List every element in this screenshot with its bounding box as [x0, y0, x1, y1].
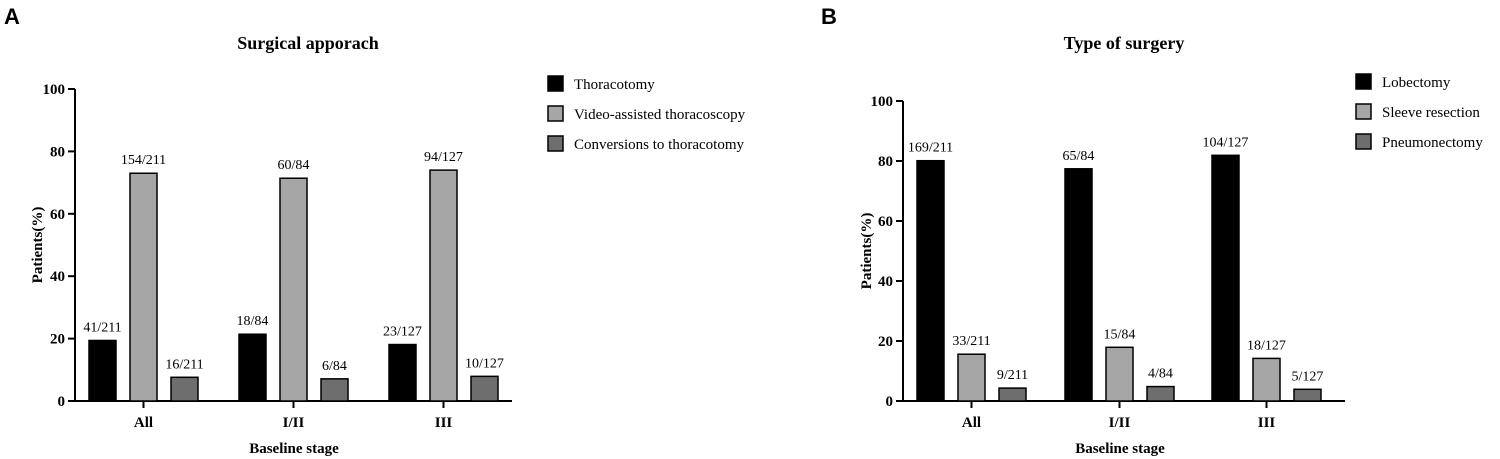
data-label: 10/127	[465, 356, 504, 371]
bar	[1146, 385, 1175, 402]
bar	[320, 378, 349, 402]
bar	[1064, 168, 1093, 402]
x-tick-label: III	[1258, 415, 1276, 431]
data-label: 6/84	[322, 359, 347, 374]
x-axis-title: Baseline stage	[1075, 441, 1165, 457]
y-tick-label: 0	[886, 394, 894, 410]
bar	[129, 172, 158, 402]
y-tick-label: 80	[878, 154, 893, 170]
chart-panel-b: B Type of surgery 0 20 40 60 80 100 169/211 33/21…	[821, 4, 1483, 457]
data-label: 9/211	[997, 368, 1028, 383]
data-label: 5/127	[1292, 369, 1324, 384]
bar	[170, 376, 199, 402]
y-tick-label: 40	[50, 269, 65, 285]
data-label: 4/84	[1148, 367, 1173, 382]
chart-title: Type of surgery	[1064, 33, 1185, 53]
x-tick-label: All	[962, 415, 981, 431]
y-tick-label: 60	[50, 207, 65, 223]
data-label: 104/127	[1203, 135, 1249, 150]
data-label: 18/84	[237, 314, 269, 329]
panel-letter: A	[4, 4, 20, 29]
legend-label: Sleeve resection	[1382, 105, 1480, 121]
bar	[238, 333, 267, 402]
legend-label: Pneumonectomy	[1382, 135, 1483, 151]
y-tick-label: 80	[50, 144, 65, 160]
data-label: 15/84	[1104, 327, 1136, 342]
bar	[1211, 154, 1240, 402]
y-axis-title: Patients(%)	[30, 207, 46, 284]
legend-label: Video-assisted thoracoscopy	[574, 107, 746, 123]
bar	[1293, 388, 1322, 402]
legend-swatch	[547, 75, 564, 92]
y-tick-label: 20	[878, 334, 893, 350]
y-tick-label: 100	[43, 82, 66, 98]
x-tick-label: All	[134, 415, 153, 431]
legend-swatch	[1355, 103, 1372, 120]
legend: Lobectomy Sleeve resection Pneumonectomy	[1355, 73, 1483, 151]
x-axis-title: Baseline stage	[249, 441, 339, 457]
data-label: 23/127	[383, 325, 422, 340]
data-label: 94/127	[424, 150, 463, 165]
legend-swatch	[547, 135, 564, 152]
y-tick-label: 60	[878, 214, 893, 230]
y-tick-label: 100	[871, 94, 894, 110]
y-tick-label: 20	[50, 332, 65, 348]
bar	[1105, 346, 1134, 402]
data-label: 65/84	[1063, 149, 1095, 164]
data-label: 16/211	[165, 357, 203, 372]
legend-swatch	[1355, 133, 1372, 150]
bar	[470, 375, 499, 402]
legend-label: Thoracotomy	[574, 77, 655, 93]
bar	[388, 343, 417, 402]
chart-panel-a: A Surgical apporach 0 20 40 60 80 100 41/211 154/…	[4, 4, 746, 457]
y-tick-label: 40	[878, 274, 893, 290]
data-label: 154/211	[121, 153, 166, 168]
bar	[998, 387, 1027, 402]
legend-label: Conversions to thoracotomy	[574, 137, 744, 153]
bar	[429, 169, 458, 402]
x-tick-label: I/II	[1109, 415, 1131, 431]
data-label: 169/211	[908, 141, 953, 156]
legend-label: Lobectomy	[1382, 75, 1451, 91]
data-label: 41/211	[83, 320, 121, 335]
data-label: 18/127	[1247, 338, 1286, 353]
bar	[88, 339, 117, 402]
data-label: 33/211	[952, 334, 990, 349]
y-axis-title: Patients(%)	[859, 213, 875, 290]
legend-swatch	[1355, 73, 1372, 90]
bar	[279, 177, 308, 402]
x-tick-label: I/II	[283, 415, 305, 431]
bar	[916, 159, 945, 402]
legend: Thoracotomy Video-assisted thoracoscopy Co…	[547, 75, 746, 153]
panel-letter: B	[821, 4, 837, 29]
chart-title: Surgical apporach	[237, 33, 379, 53]
legend-swatch	[547, 105, 564, 122]
bar	[1252, 357, 1281, 402]
y-tick-label: 0	[58, 394, 66, 410]
bar	[957, 353, 986, 402]
x-tick-label: III	[435, 415, 453, 431]
data-label: 60/84	[278, 158, 310, 173]
